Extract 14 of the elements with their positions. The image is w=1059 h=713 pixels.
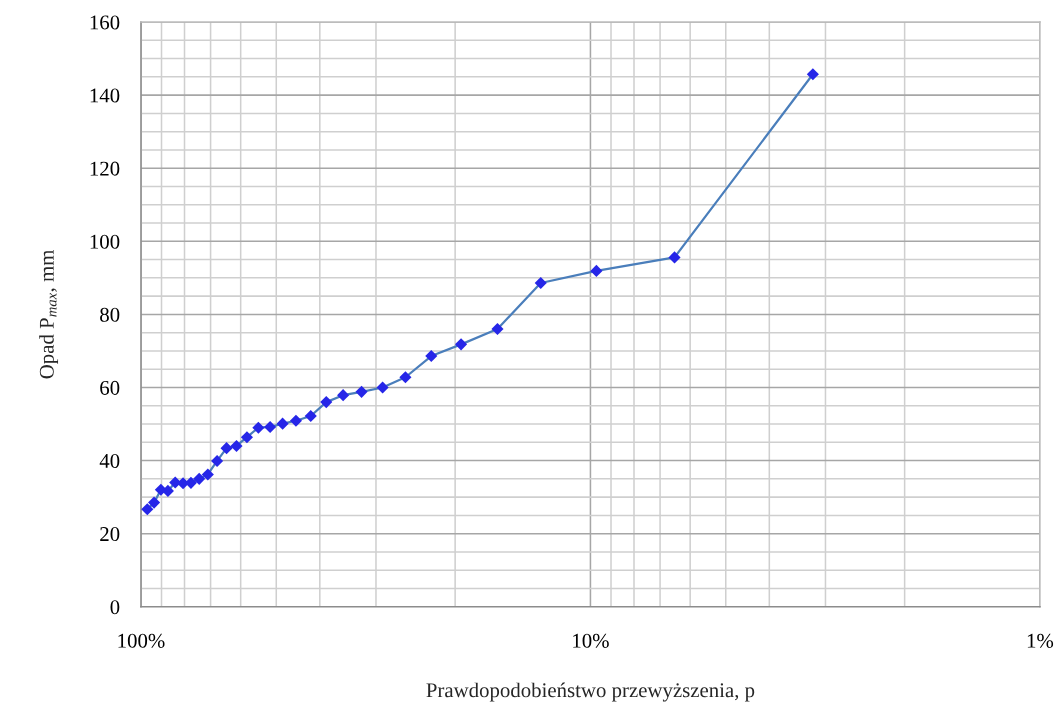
y-axis-title: Opad P$_{max}$, mm [39,249,59,379]
y-tick-label: 160 [90,15,120,30]
y-tick-label: 80 [100,307,120,322]
y-tick-label: 20 [100,527,120,542]
y-tick-label: 40 [99,453,120,469]
y-tick-label: 0 [110,600,120,615]
x-tick-label: 100% [118,633,165,648]
y-tick-label: 100 [90,234,120,249]
y-tick-label: 140 [90,88,120,103]
x-axis-title: Prawdopodobieństwo przewyższenia, p [426,682,755,702]
y-tick-label: 120 [90,161,120,176]
y-tick-label: 60 [100,380,120,395]
x-tick-label: 10% [573,633,609,648]
x-tick-label: 1% [1027,633,1054,648]
